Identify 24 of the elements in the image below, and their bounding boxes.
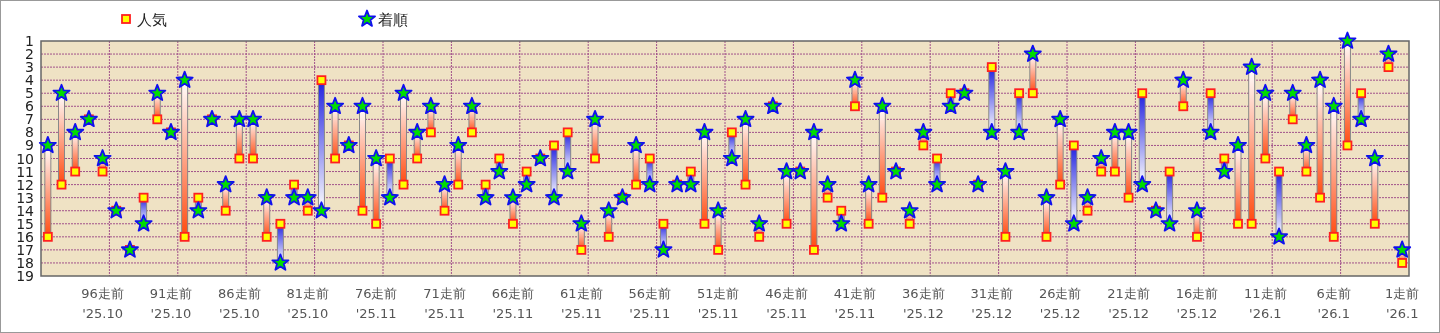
- x-tick-label: 56走前 '25.11: [628, 286, 672, 321]
- x-tick-label: 66走前 '25.11: [491, 286, 535, 321]
- x-tick-label: 76走前 '25.11: [354, 286, 398, 321]
- x-tick-label: 11走前 '26.1: [1244, 286, 1287, 321]
- legend-label: 人気: [137, 11, 167, 29]
- x-tick-label: 26走前 '25.12: [1038, 286, 1082, 321]
- x-tick-label: 16走前 '25.12: [1175, 286, 1219, 321]
- x-tick-label: 36走前 '25.12: [902, 286, 945, 321]
- x-tick-label: 31走前 '25.12: [970, 286, 1014, 321]
- x-tick-label: 51走前 '25.11: [696, 286, 740, 321]
- x-tick-label: 61走前 '25.11: [560, 286, 603, 321]
- x-tick-label: 41走前 '25.11: [833, 286, 877, 321]
- x-tick-label: 86走前 '25.10: [218, 286, 261, 321]
- x-tick-label: 71走前 '25.11: [423, 286, 466, 321]
- x-tick-label: 6走前 '26.1: [1316, 286, 1351, 321]
- y-tick-label: 19: [16, 268, 34, 284]
- x-tick-label: 81走前 '25.10: [286, 286, 330, 321]
- x-tick-label: 21走前 '25.12: [1107, 286, 1150, 321]
- x-tick-label: 96走前 '25.10: [81, 286, 124, 321]
- y-tick-label: 1: [25, 33, 34, 49]
- x-tick-label: 91走前 '25.10: [149, 286, 193, 321]
- x-tick-label: 1走前 '26.1: [1385, 286, 1420, 321]
- x-tick-label: 46走前 '25.11: [765, 286, 808, 321]
- legend-label: 着順: [378, 11, 408, 29]
